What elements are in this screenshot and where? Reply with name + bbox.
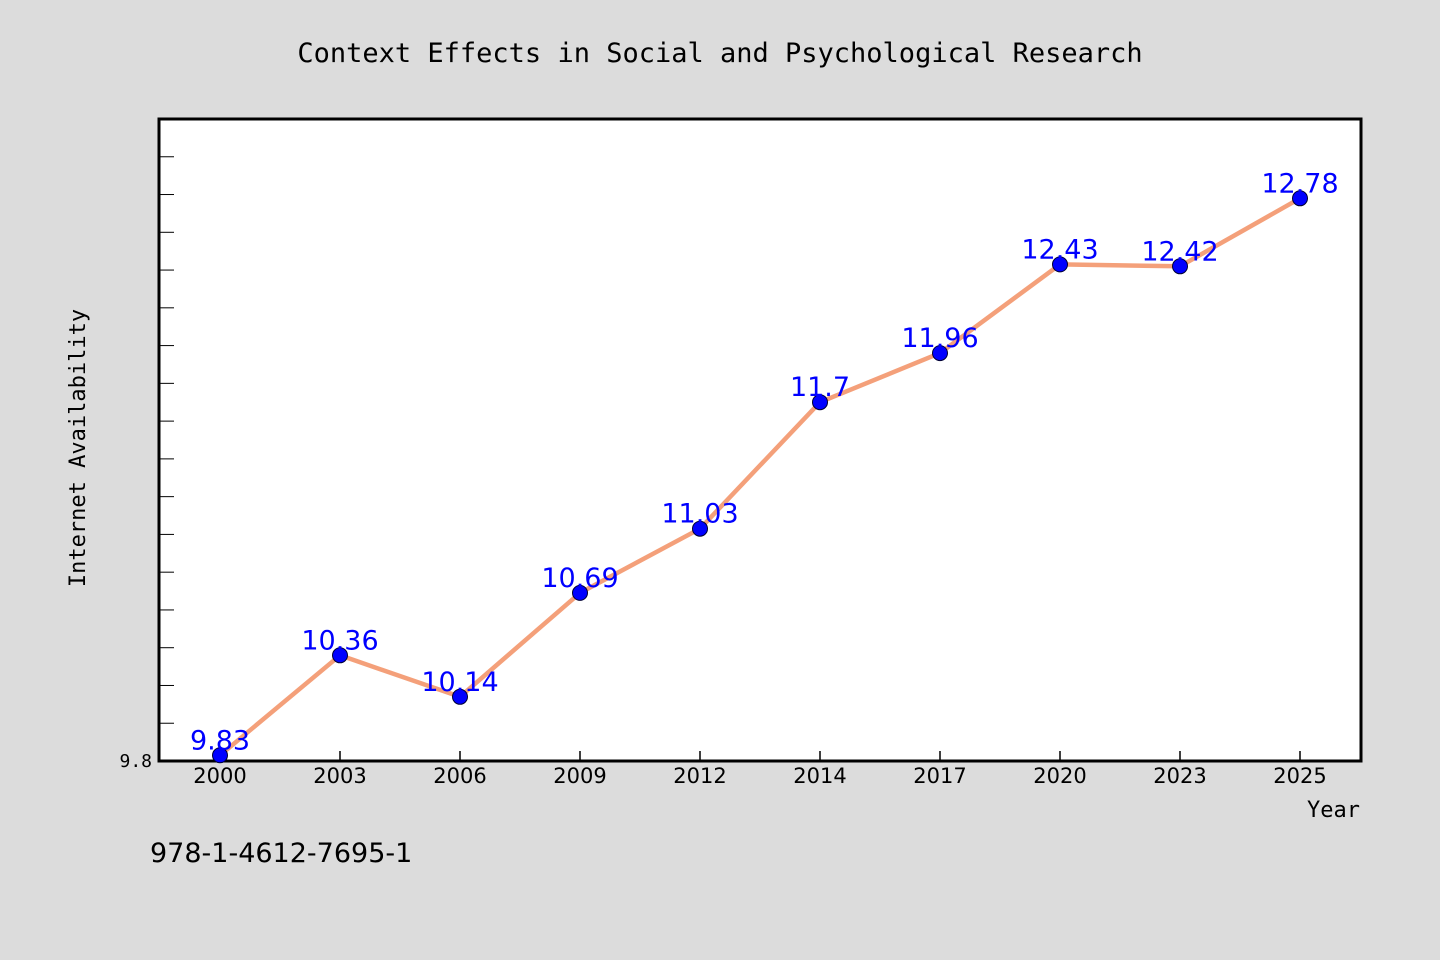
x-tick-label: 2017	[913, 764, 966, 788]
data-point	[1052, 256, 1068, 273]
data-point	[332, 647, 348, 664]
chart-title: Context Effects in Social and Psychologi…	[297, 38, 1142, 69]
data-label: 10.14	[421, 667, 498, 698]
y-axis-minor-ticks	[159, 118, 174, 762]
x-tick-label: 2009	[553, 764, 606, 788]
data-label: 12.78	[1261, 168, 1338, 199]
data-label: 11.7	[790, 372, 850, 403]
data-label: 9.83	[190, 725, 250, 756]
x-tick-label: 2014	[793, 764, 846, 788]
data-label: 12.42	[1141, 236, 1218, 267]
plot-area	[157, 117, 1363, 763]
data-labels: 9.83 10.36 10.14 10.69 11.03 11.7 11.96 12.43 12…	[190, 168, 1339, 756]
data-label: 10.69	[541, 563, 618, 594]
data-point	[572, 584, 588, 601]
data-point	[1292, 190, 1308, 207]
x-tick-label: 2020	[1033, 764, 1086, 788]
series-line	[217, 196, 1303, 758]
series-markers	[212, 190, 1308, 764]
x-tick-label: 2012	[673, 764, 726, 788]
y-tick-label: 9.8	[119, 751, 152, 772]
y-axis-label: Internet Availability	[66, 309, 91, 587]
data-label: 10.36	[301, 625, 378, 656]
data-point	[932, 345, 948, 362]
data-point	[1172, 258, 1188, 275]
data-point	[812, 394, 828, 411]
data-point	[212, 747, 228, 764]
data-point	[452, 688, 468, 705]
x-tick-label: 2023	[1153, 764, 1206, 788]
x-tick-label: 2003	[313, 764, 366, 788]
data-label: 11.03	[661, 499, 738, 530]
data-label: 12.43	[1021, 234, 1098, 265]
x-tick-label: 2025	[1273, 764, 1326, 788]
data-point	[692, 520, 708, 537]
data-label: 11.96	[901, 323, 978, 354]
footnote: 978-1-4612-7695-1	[150, 838, 412, 869]
x-tick-label: 2006	[433, 764, 486, 788]
x-tick-label: 2000	[193, 764, 246, 788]
x-axis-label: Year	[1307, 798, 1360, 823]
x-axis-ticks: 2000 2003 2006 2009 2012 2014 2017 2020 2023 2025	[193, 751, 1327, 788]
